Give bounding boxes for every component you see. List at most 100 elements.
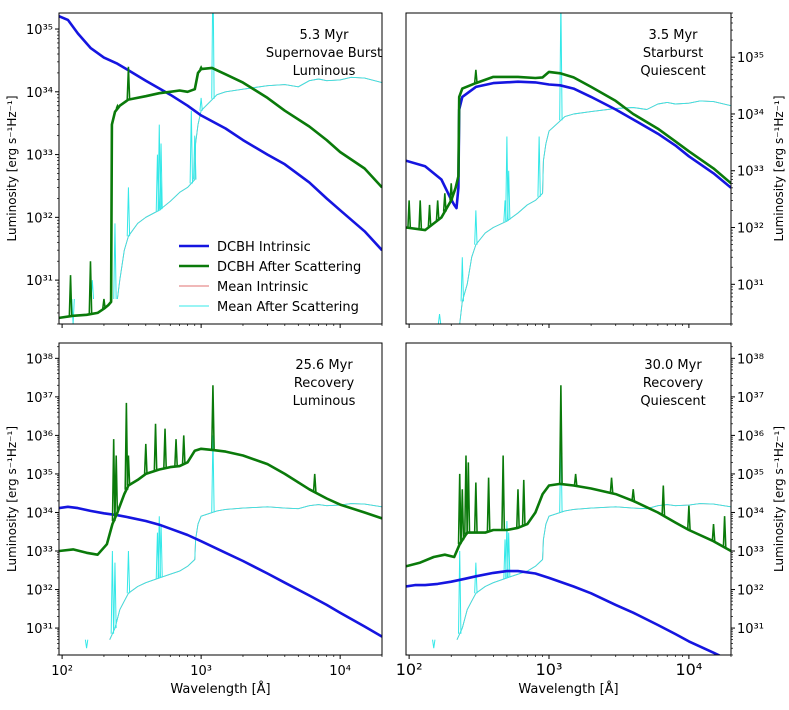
y-tick-label: 10³⁴ — [737, 108, 764, 123]
x-tick-label: 10³ — [190, 664, 212, 679]
y-tick-label: 10³⁵ — [26, 468, 53, 483]
y-axis-label: Luminosity [erg s⁻¹Hz⁻¹] — [772, 95, 786, 241]
spike-dcbh-after-scattering-4 — [473, 482, 478, 533]
panel-annotation: Quiescent — [640, 394, 705, 409]
panel-bottom-left: 10³¹ 10³² 10³³ 10³⁴ 10³⁵ 10³⁶ 10³⁷ 10³⁸ 10² 10³ 10… — [5, 342, 383, 697]
panel-annotation: Luminous — [293, 64, 356, 79]
spike-dcbh-after-scattering-0 — [407, 200, 412, 228]
y-tick-label: 10³⁷ — [737, 391, 764, 406]
y-tick-label: 10³⁴ — [737, 506, 764, 521]
spike-dcbh-after-scattering-10 — [573, 473, 578, 486]
plot-area — [59, 13, 382, 324]
y-tick-label: 10³⁶ — [26, 429, 53, 444]
spike-mean-after-scattering-9 — [193, 135, 197, 180]
legend: DCBH Intrinsic DCBH After Scattering Mean … — [179, 240, 361, 315]
spike-dcbh-after-scattering-16 — [722, 516, 727, 548]
x-axis-label: Wavelength [Å] — [170, 681, 270, 697]
y-tick-label: 10³² — [737, 222, 764, 237]
y-tick-label: 10³¹ — [737, 278, 764, 293]
spike-mean-after-scattering-5 — [506, 170, 511, 220]
spike-dcbh-after-scattering-6 — [163, 428, 168, 469]
y-tick-label: 10³⁴ — [26, 86, 53, 101]
spike-dcbh-after-scattering-5 — [199, 65, 204, 70]
series-mean-after-scattering — [116, 76, 382, 300]
spike-dcbh-after-scattering-8 — [521, 479, 526, 526]
spike-dcbh-after-scattering-7 — [174, 439, 179, 467]
spike-dcbh-after-scattering-6 — [501, 455, 506, 531]
panel-annotation: Supernovae Burst — [266, 46, 382, 61]
spike-mean-after-scattering-2 — [474, 210, 478, 245]
spike-mean-after-scattering-0 — [437, 313, 442, 324]
y-tick-label: 10³¹ — [737, 622, 764, 637]
y-tick-label: 10³⁵ — [737, 468, 764, 483]
series-dcbh-after-scattering — [406, 482, 731, 568]
panel-annotation: Recovery — [294, 376, 355, 391]
y-tick-label: 10³² — [26, 211, 53, 226]
y-tick-label: 10³⁶ — [737, 429, 764, 444]
legend-label: DCBH Intrinsic — [217, 240, 311, 255]
series-mean-intrinsic — [109, 503, 382, 640]
plot-area — [59, 385, 382, 649]
y-tick-label: 10³⁴ — [26, 506, 53, 521]
spike-dcbh-after-scattering-4 — [442, 193, 447, 212]
series-dcbh-intrinsic — [59, 14, 382, 252]
legend-label: Mean Intrinsic — [217, 280, 308, 295]
series-dcbh-after-scattering — [59, 447, 382, 557]
spike-mean-after-scattering-5 — [506, 532, 511, 578]
spike-dcbh-after-scattering-1 — [88, 261, 93, 315]
y-tick-label: 10³⁵ — [26, 23, 53, 38]
x-tick-label: 10⁴ — [329, 664, 351, 679]
spike-mean-after-scattering-6 — [159, 524, 163, 578]
spike-dcbh-after-scattering-12 — [631, 489, 636, 501]
y-tick-label: 10³² — [26, 584, 53, 599]
x-tick-label: 10³ — [536, 660, 563, 679]
spike-mean-after-scattering-3 — [126, 550, 131, 594]
panel-annotation: 25.6 Myr — [295, 358, 353, 373]
spike-dcbh-after-scattering-9 — [210, 385, 215, 451]
series-dcbh-after-scattering — [59, 66, 382, 320]
y-tick-label: 10³² — [737, 584, 764, 599]
axes-frame — [405, 12, 732, 325]
spike-dcbh-after-scattering-3 — [115, 103, 120, 109]
panel-bottom-right: 10³¹ 10³² 10³³ 10³⁴ 10³⁵ 10³⁶ 10³⁷ 10³⁸ 10² 10³ 10… — [396, 342, 786, 697]
spike-dcbh-after-scattering-3 — [435, 200, 440, 221]
series-dcbh-intrinsic — [59, 505, 382, 638]
series-mean-after-scattering — [456, 503, 731, 640]
y-axis-label: Luminosity [erg s⁻¹Hz⁻¹] — [5, 426, 19, 572]
spike-mean-after-scattering-8 — [189, 110, 194, 184]
spike-mean-after-scattering-7 — [159, 143, 163, 209]
spike-dcbh-after-scattering-14 — [686, 505, 691, 531]
spike-mean-after-scattering-3 — [126, 187, 131, 237]
spike-dcbh-after-scattering-12 — [312, 473, 317, 493]
x-tick-label: 10² — [51, 664, 73, 679]
series-dcbh-intrinsic — [406, 569, 722, 655]
spike-dcbh-after-scattering-5 — [486, 477, 491, 532]
plot-area — [406, 13, 731, 324]
panel-annotation: 30.0 Myr — [644, 358, 702, 373]
spike-mean-after-scattering-11 — [211, 13, 215, 99]
spike-dcbh-after-scattering-1 — [460, 489, 465, 541]
y-tick-label: 10³³ — [26, 545, 53, 560]
spike-dcbh-after-scattering-4 — [143, 443, 148, 474]
axes-frame — [58, 342, 383, 656]
y-tick-label: 10³⁷ — [26, 391, 53, 406]
panel-annotation: Starburst — [643, 46, 703, 61]
spike-mean-after-scattering-7 — [211, 435, 215, 513]
spike-dcbh-after-scattering-11 — [609, 477, 614, 494]
spike-dcbh-after-scattering-2 — [101, 298, 106, 309]
panel-top-left: 10³¹ 10³² 10³³ 10³⁴ 10³⁵ 5.3 Myr Supernovae Bu… — [5, 12, 383, 328]
panel-annotation: 3.5 Myr — [648, 28, 698, 43]
spike-mean-after-scattering-1 — [110, 550, 115, 634]
spike-dcbh-after-scattering-8 — [181, 435, 186, 465]
y-axis-label: Luminosity [erg s⁻¹Hz⁻¹] — [5, 95, 19, 241]
y-tick-label: 10³¹ — [26, 274, 53, 289]
spike-dcbh-after-scattering-13 — [661, 485, 666, 516]
panel-annotation: Luminous — [293, 394, 356, 409]
spike-dcbh-after-scattering-15 — [711, 524, 716, 542]
spike-mean-after-scattering-10 — [199, 97, 203, 111]
panel-top-right: 10³¹ 10³² 10³³ 10³⁴ 10³⁵ 3.5 Myr Starburst Quie… — [405, 12, 786, 328]
spike-dcbh-after-scattering-7 — [515, 489, 520, 528]
series-dcbh-intrinsic — [406, 80, 731, 210]
plot-area — [406, 385, 731, 655]
